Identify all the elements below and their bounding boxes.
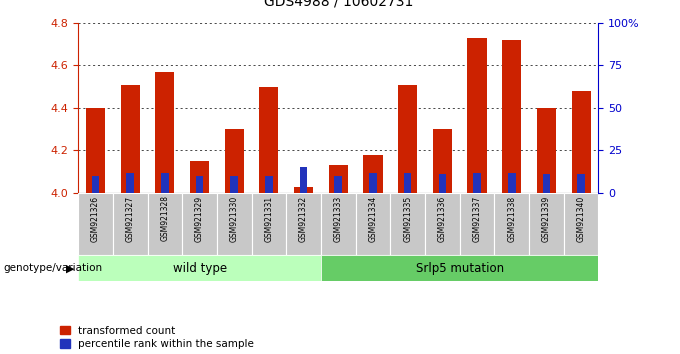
Bar [286, 193, 321, 255]
Bar [398, 85, 418, 193]
Bar [425, 193, 460, 255]
Text: GSM921329: GSM921329 [195, 195, 204, 241]
Bar [252, 193, 286, 255]
Bar [321, 255, 598, 281]
Bar [259, 87, 279, 193]
Bar [335, 176, 342, 193]
Bar [467, 38, 487, 193]
Bar [432, 129, 452, 193]
Legend: transformed count, percentile rank within the sample: transformed count, percentile rank withi… [60, 326, 254, 349]
Bar [161, 172, 169, 193]
Bar [120, 85, 140, 193]
Bar [571, 91, 591, 193]
Bar [321, 193, 356, 255]
Text: GSM921332: GSM921332 [299, 195, 308, 241]
Text: GSM921326: GSM921326 [91, 195, 100, 241]
Bar [190, 161, 209, 193]
Bar [231, 176, 238, 193]
Bar [577, 174, 585, 193]
Text: GSM921327: GSM921327 [126, 195, 135, 241]
Text: GSM921333: GSM921333 [334, 195, 343, 242]
Bar [294, 187, 313, 193]
Bar [300, 167, 307, 193]
Bar [543, 174, 550, 193]
Text: GSM921330: GSM921330 [230, 195, 239, 242]
Bar [265, 176, 273, 193]
Bar [217, 193, 252, 255]
Bar [564, 193, 598, 255]
Text: GSM921339: GSM921339 [542, 195, 551, 242]
Text: wild type: wild type [173, 262, 226, 275]
Bar [390, 193, 425, 255]
Bar [356, 193, 390, 255]
Bar [502, 40, 522, 193]
Bar [404, 172, 411, 193]
Text: GSM921328: GSM921328 [160, 195, 169, 241]
Bar [439, 174, 446, 193]
Bar [78, 193, 113, 255]
Bar [537, 108, 556, 193]
Bar [369, 172, 377, 193]
Bar [113, 193, 148, 255]
Text: genotype/variation: genotype/variation [3, 263, 103, 273]
Bar [529, 193, 564, 255]
Bar [78, 255, 321, 281]
Bar [328, 165, 348, 193]
Bar [508, 172, 515, 193]
Text: GSM921338: GSM921338 [507, 195, 516, 241]
Bar [473, 172, 481, 193]
Text: GSM921336: GSM921336 [438, 195, 447, 242]
Bar [86, 108, 105, 193]
Bar [126, 172, 134, 193]
Bar [224, 129, 244, 193]
Bar [182, 193, 217, 255]
Bar [196, 176, 203, 193]
Text: GSM921331: GSM921331 [265, 195, 273, 241]
Bar [92, 176, 99, 193]
Text: ▶: ▶ [66, 263, 75, 273]
Text: GSM921335: GSM921335 [403, 195, 412, 242]
Bar [460, 193, 494, 255]
Bar [494, 193, 529, 255]
Text: GSM921340: GSM921340 [577, 195, 585, 242]
Text: GSM921334: GSM921334 [369, 195, 377, 242]
Text: GSM921337: GSM921337 [473, 195, 481, 242]
Text: Srlp5 mutation: Srlp5 mutation [415, 262, 504, 275]
Bar [155, 72, 175, 193]
Bar [148, 193, 182, 255]
Text: GDS4988 / 10602731: GDS4988 / 10602731 [264, 0, 413, 9]
Bar [363, 155, 383, 193]
